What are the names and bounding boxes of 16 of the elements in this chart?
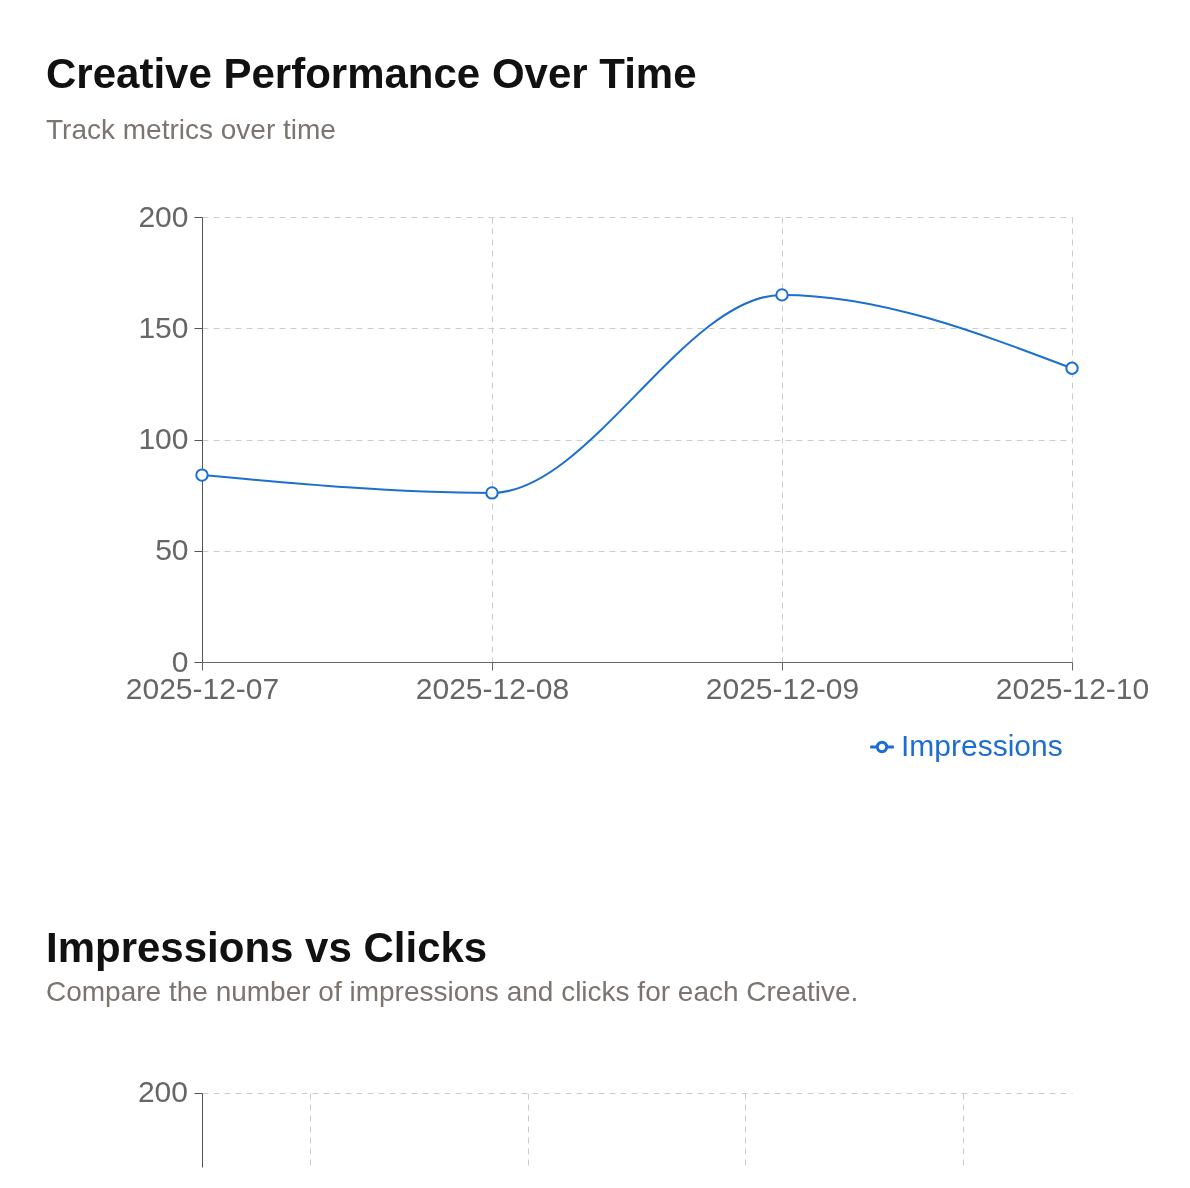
- legend-label: Impressions: [901, 729, 1063, 762]
- x-tick-label: 2025-12-09: [705, 671, 860, 705]
- text: Impressions vs Clicks: [46, 924, 488, 971]
- point: [485, 486, 499, 500]
- y-tick-label: 150: [138, 310, 189, 344]
- y-tick-label: 100: [138, 422, 189, 455]
- x-tick-label: 2025-12-08: [415, 671, 570, 705]
- text: Compare the number of impressions and clicks for each Creative.: [46, 976, 859, 1007]
- y-tick-label: 50: [155, 533, 189, 567]
- y-tick-label: 200: [138, 199, 189, 233]
- point: [1065, 361, 1079, 375]
- point: [775, 288, 789, 302]
- x-tick-label: 2025-12-10: [995, 671, 1150, 705]
- point: [195, 468, 209, 482]
- chart-subtitle: Track metrics over time: [46, 114, 336, 145]
- chart-title: Creative Performance Over Time: [46, 50, 697, 97]
